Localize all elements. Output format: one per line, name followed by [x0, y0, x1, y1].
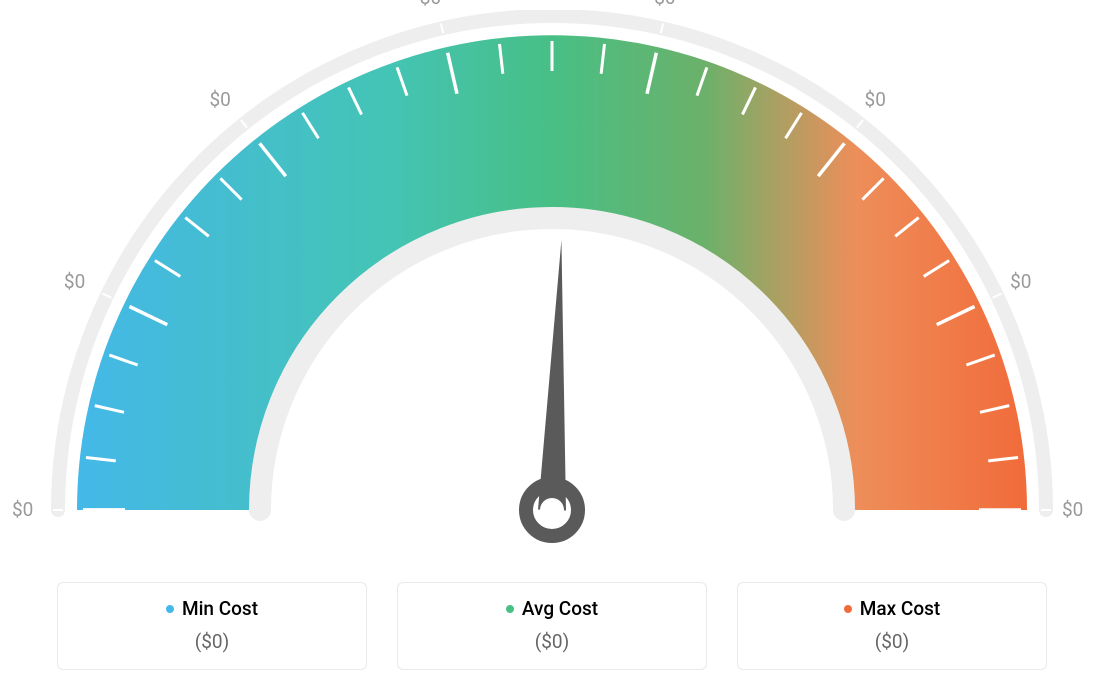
legend-label-min: Min Cost	[182, 597, 258, 620]
gauge-tick-label: $0	[64, 270, 85, 293]
legend-card-max: Max Cost ($0)	[737, 582, 1047, 670]
gauge-svg	[0, 10, 1104, 570]
gauge-tick-label: $0	[12, 498, 33, 521]
gauge-tick-label: $0	[420, 0, 441, 9]
legend-row: Min Cost ($0) Avg Cost ($0) Max Cost ($0…	[0, 582, 1104, 670]
gauge-tick-label: $0	[654, 0, 675, 9]
legend-value-min: ($0)	[195, 630, 229, 653]
legend-dot-min	[166, 605, 174, 613]
legend-card-min: Min Cost ($0)	[57, 582, 367, 670]
legend-dot-avg	[506, 605, 514, 613]
legend-value-avg: ($0)	[535, 630, 569, 653]
legend-title-max: Max Cost	[844, 597, 940, 620]
gauge-tick-label: $0	[1010, 270, 1031, 293]
cost-gauge-chart: $0 $0 $0 $0 $0 $0 $0 $0 Min Cost ($0) Avg Cost …	[0, 0, 1104, 690]
legend-card-avg: Avg Cost ($0)	[397, 582, 707, 670]
gauge-tick-label: $0	[1062, 498, 1083, 521]
gauge-tick-label: $0	[865, 88, 886, 111]
legend-label-max: Max Cost	[860, 597, 940, 620]
legend-dot-max	[844, 605, 852, 613]
legend-value-max: ($0)	[875, 630, 909, 653]
gauge-tick-label: $0	[209, 88, 230, 111]
gauge-area: $0 $0 $0 $0 $0 $0 $0 $0	[0, 0, 1104, 560]
legend-title-avg: Avg Cost	[506, 597, 598, 620]
legend-label-avg: Avg Cost	[522, 597, 598, 620]
legend-title-min: Min Cost	[166, 597, 258, 620]
